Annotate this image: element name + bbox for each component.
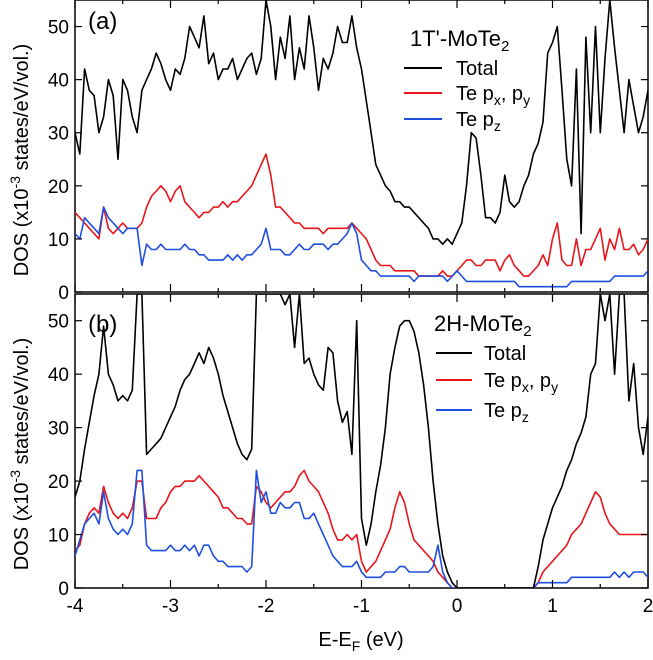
panel-b-x-ticks [74,294,649,588]
y-axis-title-a: DOS (x10-3 states/eV/vol.) [7,44,33,277]
panel-b-frame [74,293,649,589]
y-tick-label: 0 [58,283,69,304]
x-tick-label: 0 [452,596,463,617]
y-tick-label: 20 [48,472,69,493]
panel-a-y-axis: 0 10 20 30 40 50 [48,18,648,304]
panel-a-frame [74,0,649,293]
panel-a-label: (a) [88,8,117,35]
y-tick-label: 30 [48,124,69,145]
panel-b-y-axis: 0 10 20 30 40 50 [48,312,648,600]
panel-b: 0 10 20 30 40 50 (b) 2H-MoTe2 Total Te px, py… [48,293,649,600]
y-tick-label: 10 [48,526,69,547]
panel-a-title: 1T'-MoTe2 [410,26,509,55]
panel-a: 0 10 20 30 40 50 (a) 1T'-MoTe2 Total Te px, p… [48,0,649,304]
series-total-line [75,0,648,245]
x-tick-label: -1 [353,596,370,617]
x-tick-labels: -4 -3 -2 -1 0 1 2 [67,596,653,617]
x-tick-label: -2 [258,596,275,617]
x-tick-label: 1 [547,596,558,617]
y-axis-title-b: DOS (x10-3 states/eV/vol.) [7,338,33,571]
series-te-px-py-line [75,153,648,277]
y-tick-label: 40 [48,71,69,92]
y-tick-label: 10 [48,230,69,251]
y-tick-label: 0 [58,579,69,600]
y-tick-label: 30 [48,419,69,440]
panel-b-legend: Total Te px, py Te pz [436,343,558,425]
legend-a-total-label: Total [456,58,498,80]
x-axis-title: E-EF (eV) [318,629,403,654]
y-tick-label: 50 [48,18,69,39]
legend-a-pxpy-label: Te px, py [456,83,530,108]
y-tick-label: 50 [48,312,69,333]
panel-a-series [75,0,648,288]
series-te-pz-line [75,206,648,288]
panel-a-legend: Total Te px, py Te pz [404,58,530,134]
panel-b-title: 2H-MoTe2 [434,311,532,340]
legend-b-pxpy-label: Te px, py [484,370,558,395]
panel-b-label: (b) [88,311,117,338]
panel-b-series [75,294,648,588]
x-tick-label: 2 [643,596,653,617]
x-tick-label: -4 [67,596,84,617]
y-tick-label: 40 [48,365,69,386]
legend-a-pz-label: Te pz [456,109,501,134]
series-total-line [75,294,648,588]
panel-a-x-ticks [74,0,649,292]
y-tick-label: 20 [48,177,69,198]
legend-b-total-label: Total [484,343,526,365]
series-te-px-py-line [75,469,648,588]
x-tick-label: -3 [162,596,179,617]
legend-b-pz-label: Te pz [484,400,529,425]
